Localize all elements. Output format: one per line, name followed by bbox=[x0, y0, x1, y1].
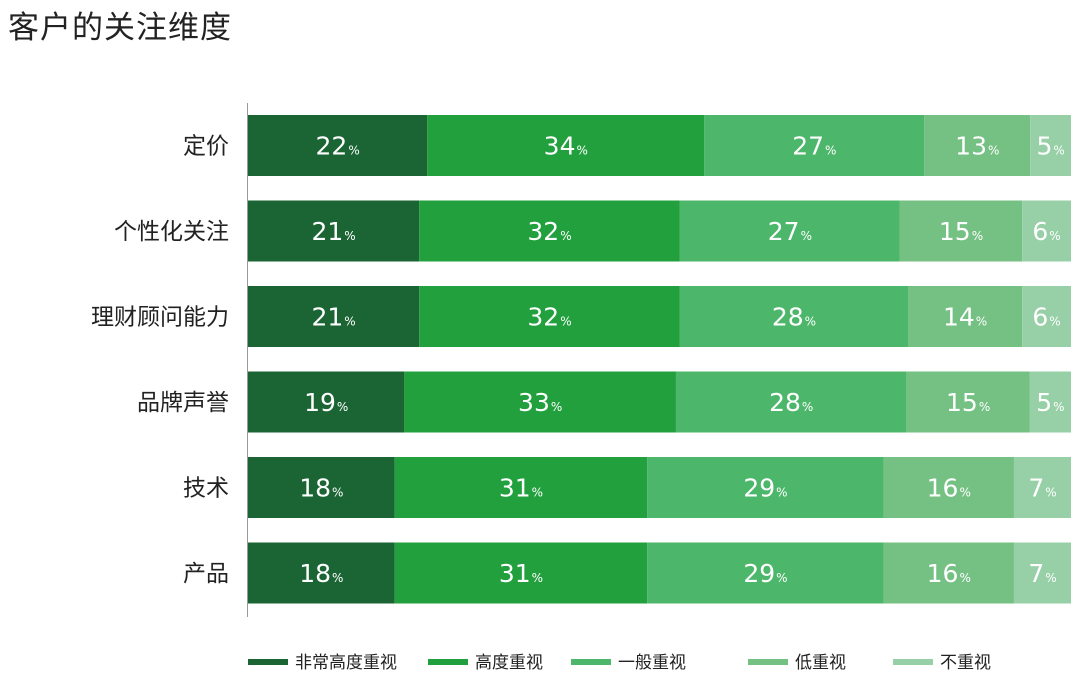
data-label: 19% bbox=[304, 388, 348, 417]
data-label: 7% bbox=[1028, 559, 1056, 588]
data-label: 32% bbox=[527, 303, 571, 332]
data-label: 5% bbox=[1036, 132, 1064, 161]
bar-segment bbox=[1013, 542, 1071, 604]
data-label: 34% bbox=[544, 132, 588, 161]
data-label: 21% bbox=[311, 303, 355, 332]
data-label: 15% bbox=[946, 388, 990, 417]
bar-segment bbox=[427, 115, 705, 176]
category-label: 定价 bbox=[183, 134, 229, 160]
legend: 非常高度重视 高度重视 一般重视 低重视 不重视 bbox=[248, 653, 991, 673]
data-label: 29% bbox=[743, 559, 787, 588]
data-label: 5% bbox=[1036, 388, 1064, 417]
bar-segment bbox=[679, 286, 909, 347]
bar-segment bbox=[248, 115, 428, 176]
data-label: 29% bbox=[743, 474, 787, 503]
category-label: 产品 bbox=[183, 561, 229, 587]
data-label: 27% bbox=[792, 132, 836, 161]
bar-segment bbox=[906, 371, 1030, 433]
bar-segment bbox=[883, 457, 1014, 518]
data-label: 32% bbox=[527, 217, 571, 246]
bar-segment bbox=[883, 542, 1014, 604]
legend-label: 高度重视 bbox=[475, 653, 543, 673]
legend-swatch bbox=[893, 659, 933, 665]
bar-segment bbox=[248, 457, 395, 518]
data-label: 27% bbox=[768, 217, 812, 246]
legend-label: 非常高度重视 bbox=[295, 653, 397, 673]
data-label: 6% bbox=[1032, 217, 1060, 246]
data-label: 6% bbox=[1032, 303, 1060, 332]
legend-swatch bbox=[571, 659, 611, 665]
data-label: 16% bbox=[927, 474, 971, 503]
data-label: 15% bbox=[939, 217, 983, 246]
chart-title: 客户的关注维度 bbox=[8, 10, 232, 46]
bar-segment bbox=[899, 200, 1023, 262]
legend-swatch bbox=[428, 659, 468, 665]
bar-segment bbox=[675, 371, 907, 433]
bar-segment bbox=[647, 542, 884, 604]
bar-segment bbox=[394, 457, 648, 518]
bar-segment bbox=[419, 286, 680, 347]
category-label: 个性化关注 bbox=[114, 219, 229, 245]
legend-label: 低重视 bbox=[795, 653, 846, 673]
legend-label: 一般重视 bbox=[618, 653, 686, 673]
data-label: 16% bbox=[927, 559, 971, 588]
data-label: 18% bbox=[299, 474, 343, 503]
category-label: 品牌声誉 bbox=[137, 390, 229, 416]
bar-segment bbox=[1029, 371, 1071, 433]
bar-segment bbox=[704, 115, 925, 176]
data-label: 18% bbox=[299, 559, 343, 588]
category-label: 理财顾问能力 bbox=[91, 305, 229, 331]
bar-segment bbox=[248, 371, 405, 433]
legend-swatch bbox=[248, 659, 288, 665]
bar-segment bbox=[1030, 115, 1071, 176]
data-label: 14% bbox=[943, 303, 987, 332]
legend-swatch bbox=[748, 659, 788, 665]
legend-label: 不重视 bbox=[940, 653, 991, 673]
bar-segment bbox=[908, 286, 1023, 347]
category-label: 技术 bbox=[183, 476, 229, 502]
data-label: 22% bbox=[316, 132, 360, 161]
bar-segment bbox=[924, 115, 1031, 176]
data-label: 31% bbox=[499, 474, 543, 503]
data-label: 7% bbox=[1028, 474, 1056, 503]
bar-segment bbox=[647, 457, 884, 518]
data-label: 21% bbox=[311, 217, 355, 246]
bar-segment bbox=[248, 200, 420, 262]
data-label: 28% bbox=[772, 303, 816, 332]
bar-segment bbox=[1013, 457, 1071, 518]
bar-segment bbox=[248, 286, 420, 347]
bar-segment bbox=[394, 542, 648, 604]
data-label: 13% bbox=[955, 132, 999, 161]
data-label: 31% bbox=[499, 559, 543, 588]
bar-segment bbox=[1022, 200, 1071, 262]
data-label: 28% bbox=[769, 388, 813, 417]
data-label: 33% bbox=[518, 388, 562, 417]
bar-segment bbox=[679, 200, 900, 262]
bar-segment bbox=[404, 371, 676, 433]
bar-segment bbox=[419, 200, 680, 262]
bars-group: 22% 34% 27% 13% 5% 21% 32% 27% 15% 6% 21% 32% 28% 14%… bbox=[248, 115, 1071, 604]
bar-segment bbox=[1022, 286, 1071, 347]
bar-segment bbox=[248, 542, 395, 604]
